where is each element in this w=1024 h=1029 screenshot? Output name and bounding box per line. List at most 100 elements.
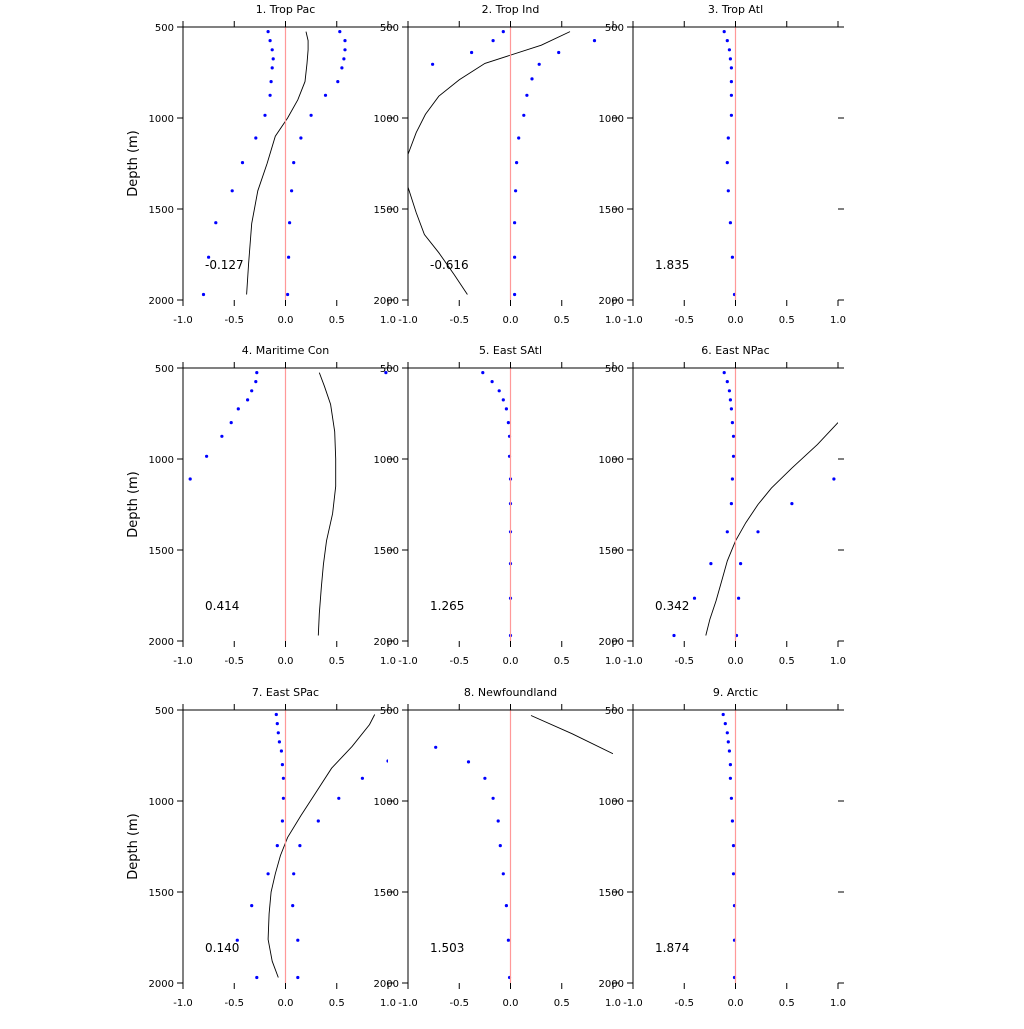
panel-annotation: -0.127 xyxy=(205,258,244,272)
data-point xyxy=(298,844,302,848)
data-point xyxy=(496,819,500,823)
data-point xyxy=(275,722,279,726)
x-tick-label: 0.0 xyxy=(278,998,294,1009)
x-tick-label: 1.0 xyxy=(380,656,396,667)
panel-4: 4. Maritime Con 500 1000 1500 2000 -1.0 -0.5 0.… xyxy=(126,344,396,667)
data-point xyxy=(292,161,296,165)
y-tick-label: 1000 xyxy=(149,455,174,466)
data-point xyxy=(266,30,270,34)
data-point xyxy=(737,596,741,600)
panel-annotation: 1.503 xyxy=(430,941,464,955)
data-point xyxy=(728,398,733,402)
series-line-2 xyxy=(246,31,309,295)
x-tick-label: 0.0 xyxy=(503,998,519,1009)
data-point xyxy=(281,796,285,800)
plot-area xyxy=(481,368,513,641)
panel-3: 3. Trop Atl 500 1000 1500 2000 -1.0 -0.5 0.0 0.5… xyxy=(599,3,846,326)
data-point xyxy=(726,136,730,140)
y-tick-label: 1500 xyxy=(149,888,174,899)
panel-annotation: 0.342 xyxy=(655,599,689,613)
x-tick-label: 0.5 xyxy=(779,998,795,1009)
x-tick-label: -1.0 xyxy=(173,998,193,1009)
data-point xyxy=(246,398,250,402)
x-tick-label: -0.5 xyxy=(224,656,244,667)
data-point xyxy=(790,502,794,506)
data-point xyxy=(299,136,303,140)
data-point xyxy=(729,93,734,97)
x-tick-label: 1.0 xyxy=(830,656,846,667)
data-point xyxy=(336,80,340,84)
data-point xyxy=(504,904,508,908)
x-tick-label: -0.5 xyxy=(224,998,244,1009)
data-point xyxy=(268,93,272,97)
data-point xyxy=(384,371,388,375)
plot-area xyxy=(235,710,388,983)
data-point xyxy=(470,50,474,55)
data-point xyxy=(466,760,471,764)
data-point xyxy=(490,380,494,384)
data-point xyxy=(729,407,734,411)
data-point xyxy=(723,722,727,726)
data-point xyxy=(280,819,284,823)
y-tick-label: 1000 xyxy=(374,114,399,125)
series-line-1 xyxy=(530,715,613,755)
x-tick-label: 0.5 xyxy=(779,656,795,667)
data-point xyxy=(513,292,517,297)
data-point xyxy=(513,255,517,259)
data-point xyxy=(286,292,290,297)
data-point xyxy=(316,819,320,823)
x-tick-label: -0.5 xyxy=(674,656,694,667)
data-point xyxy=(727,48,732,52)
y-tick-label: 1500 xyxy=(599,205,624,216)
data-point xyxy=(275,844,279,848)
plot-area xyxy=(722,27,737,300)
data-point xyxy=(342,57,346,61)
y-tick-label: 2000 xyxy=(374,979,399,990)
plot-area xyxy=(201,27,347,300)
y-tick-label: 2000 xyxy=(599,296,624,307)
x-tick-label: -1.0 xyxy=(398,656,418,667)
y-tick-label: 2000 xyxy=(149,637,174,648)
data-point xyxy=(287,255,291,259)
panel-annotation: 1.265 xyxy=(430,599,464,613)
data-point xyxy=(725,39,729,43)
panel-title: 2. Trop Ind xyxy=(482,3,540,16)
plot-area xyxy=(188,368,388,641)
x-tick-label: 1.0 xyxy=(605,998,621,1009)
x-tick-label: 0.0 xyxy=(503,656,519,667)
data-point xyxy=(498,844,502,848)
panel-title: 1. Trop Pac xyxy=(256,3,316,16)
x-tick-label: 1.0 xyxy=(380,315,396,326)
panel-annotation: -0.616 xyxy=(430,258,469,272)
data-point xyxy=(188,477,192,481)
data-point xyxy=(268,39,272,43)
data-point xyxy=(515,161,519,165)
x-tick-label: -1.0 xyxy=(398,315,418,326)
y-tick-label: 500 xyxy=(155,706,174,717)
data-point xyxy=(434,745,438,749)
y-tick-label: 500 xyxy=(155,364,174,375)
data-point xyxy=(360,776,364,780)
plot-area xyxy=(408,27,597,300)
data-point xyxy=(497,389,501,393)
data-point xyxy=(709,562,713,566)
x-tick-label: -1.0 xyxy=(398,998,418,1009)
x-tick-label: 1.0 xyxy=(605,656,621,667)
data-point xyxy=(692,596,697,600)
x-tick-label: -1.0 xyxy=(623,656,643,667)
data-point xyxy=(309,113,313,117)
data-point xyxy=(255,975,259,980)
data-point xyxy=(731,434,736,438)
x-tick-label: 1.0 xyxy=(830,998,846,1009)
data-point xyxy=(517,136,521,140)
data-point xyxy=(240,161,245,165)
x-tick-label: 0.0 xyxy=(728,315,744,326)
data-point xyxy=(343,48,347,52)
y-tick-label: 2000 xyxy=(599,637,624,648)
y-tick-label: 1000 xyxy=(374,797,399,808)
y-axis-label: Depth (m) xyxy=(126,130,141,197)
data-point xyxy=(250,389,254,393)
x-tick-label: 0.5 xyxy=(329,315,345,326)
x-tick-label: -0.5 xyxy=(224,315,244,326)
